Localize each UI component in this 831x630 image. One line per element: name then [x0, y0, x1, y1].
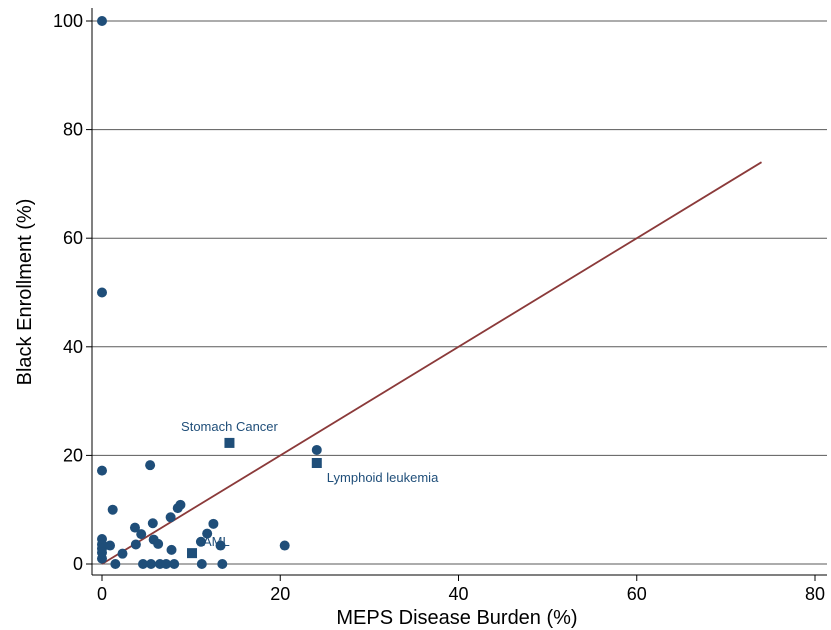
data-point [97, 16, 107, 26]
data-point [195, 536, 206, 547]
data-point [107, 504, 118, 515]
data-point [146, 559, 157, 569]
y-tick-label: 40 [63, 337, 83, 357]
data-point [137, 559, 148, 569]
x-tick-label: 20 [270, 584, 290, 604]
data-point [208, 518, 219, 529]
data-point-square [311, 458, 322, 469]
annotation-label: Lymphoid leukemia [327, 470, 439, 485]
data-point [196, 559, 207, 569]
y-tick-label: 0 [73, 554, 83, 574]
x-axis-title: MEPS Disease Burden (%) [336, 607, 577, 629]
y-axis-title: Black Enrollment (%) [14, 199, 36, 386]
x-tick-label: 60 [627, 584, 647, 604]
x-tick-label: 0 [97, 584, 107, 604]
data-point [153, 538, 164, 549]
annotations: Stomach Cancer Lymphoid leukemia AML [181, 419, 439, 549]
x-tick-label: 40 [448, 584, 468, 604]
data-point [97, 465, 107, 476]
data-point [175, 499, 186, 510]
data-point [145, 460, 156, 471]
data-point [202, 528, 213, 539]
data-point [110, 559, 121, 569]
data-point [311, 444, 322, 455]
data-points [97, 16, 322, 569]
data-point [117, 548, 128, 559]
data-point [279, 540, 290, 551]
annotation-label: Stomach Cancer [181, 419, 278, 434]
data-point [97, 287, 107, 298]
data-point [136, 529, 147, 540]
data-point [166, 544, 177, 555]
y-tick-label: 60 [63, 228, 83, 248]
data-point [169, 559, 180, 569]
data-point [147, 518, 158, 529]
data-point [215, 540, 226, 551]
data-point [130, 539, 141, 550]
y-tick-label: 100 [53, 11, 83, 31]
fit-line [101, 161, 762, 565]
tick-labels: 0 20 40 60 80 100 0 20 40 60 80 [53, 11, 825, 604]
data-point-square [224, 437, 235, 448]
x-tick-label: 80 [805, 584, 825, 604]
axes [86, 8, 827, 581]
data-point [105, 540, 116, 551]
fit-line-group [101, 161, 762, 565]
data-point [165, 512, 176, 523]
annotation-label: AML [203, 534, 230, 549]
y-tick-label: 20 [63, 445, 83, 465]
data-point [97, 553, 107, 564]
data-point [217, 559, 228, 569]
data-point-square [187, 548, 198, 559]
data-point [161, 559, 172, 569]
y-tick-label: 80 [63, 120, 83, 140]
data-point [129, 522, 140, 533]
